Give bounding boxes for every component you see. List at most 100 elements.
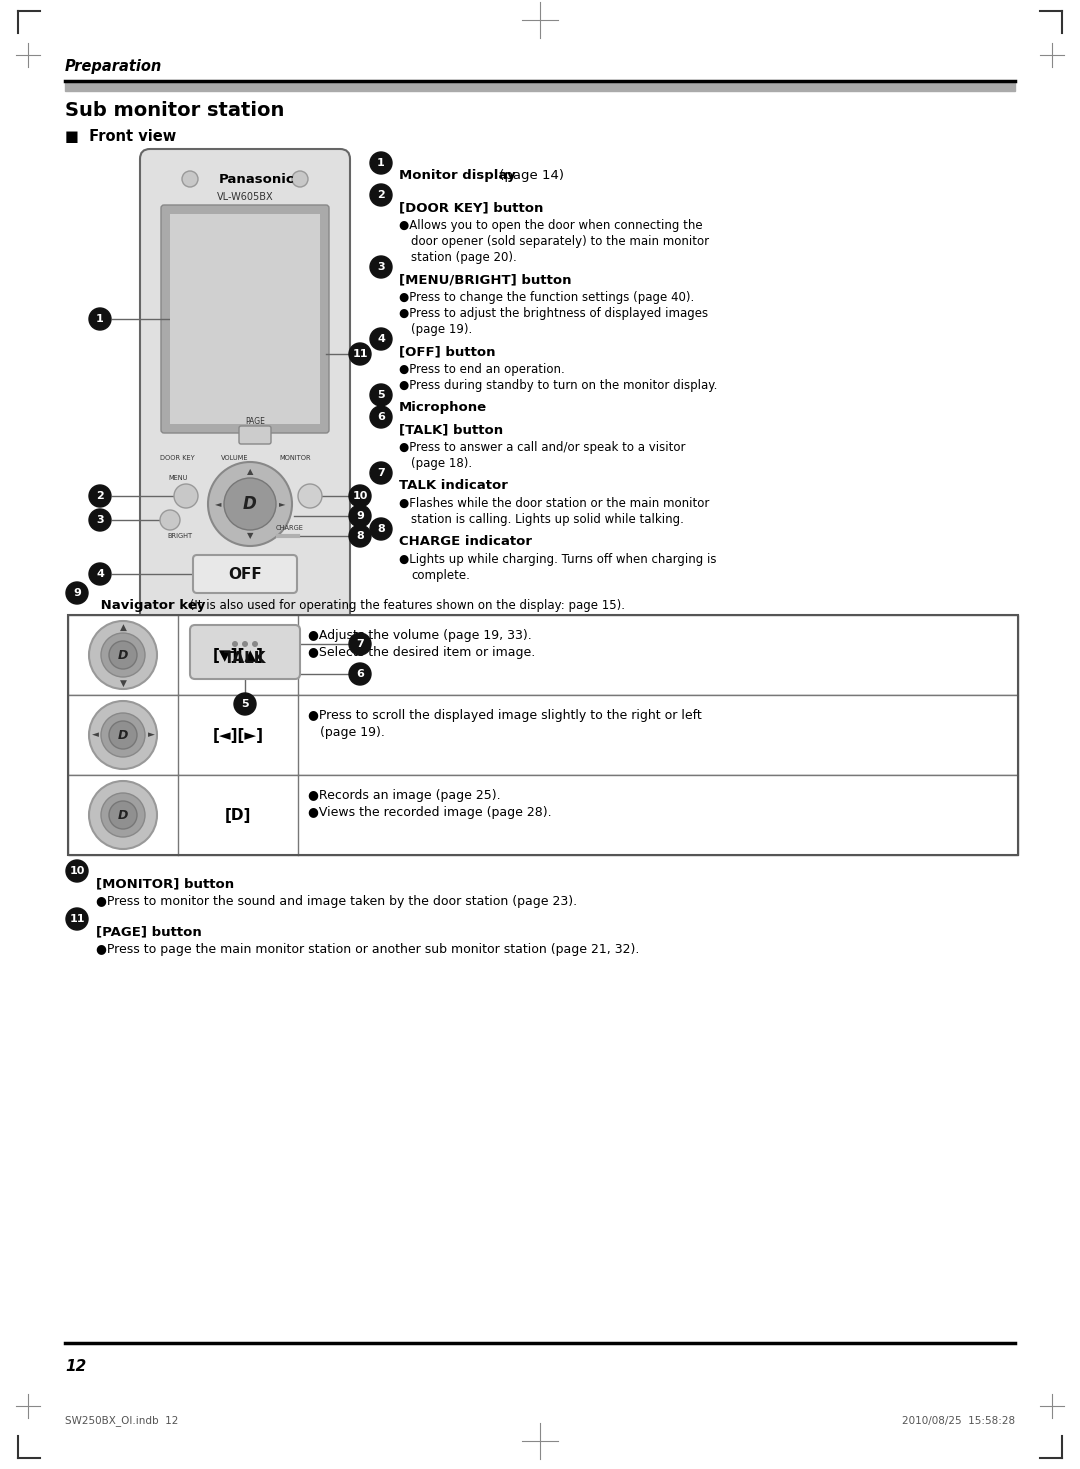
Text: [DOOR KEY] button: [DOOR KEY] button	[399, 201, 543, 214]
Text: 6: 6	[356, 668, 364, 679]
FancyBboxPatch shape	[193, 555, 297, 593]
Bar	[65, 84, 1015, 91]
Text: ●Adjusts the volume (page 19, 33).: ●Adjusts the volume (page 19, 33).	[308, 629, 531, 642]
Circle shape	[66, 859, 87, 881]
Text: Monitor display: Monitor display	[399, 169, 515, 182]
Circle shape	[89, 308, 111, 331]
Text: [MONITOR] button: [MONITOR] button	[96, 877, 234, 890]
Circle shape	[370, 328, 392, 350]
Text: D: D	[118, 729, 129, 742]
Text: 4: 4	[377, 333, 384, 344]
Bar	[68, 695, 1018, 776]
Text: [D]: [D]	[225, 808, 252, 823]
Text: Panasonic: Panasonic	[219, 172, 295, 185]
Circle shape	[89, 701, 157, 768]
Text: [▼][▲]: [▼][▲]	[213, 648, 264, 663]
Text: Navigator key: Navigator key	[96, 599, 205, 613]
Text: (It is also used for operating the features shown on the display: page 15).: (It is also used for operating the featu…	[186, 599, 625, 613]
Text: 3: 3	[377, 261, 384, 272]
Circle shape	[174, 483, 198, 508]
Circle shape	[349, 342, 372, 364]
Text: [PAGE] button: [PAGE] button	[96, 925, 202, 939]
Text: ●Allows you to open the door when connecting the: ●Allows you to open the door when connec…	[399, 219, 703, 232]
Text: ●Press to scroll the displayed image slightly to the right or left: ●Press to scroll the displayed image sli…	[308, 710, 702, 721]
Text: ▼: ▼	[120, 679, 126, 687]
Text: [MENU/BRIGHT] button: [MENU/BRIGHT] button	[399, 273, 571, 286]
Circle shape	[370, 151, 392, 173]
Text: MONITOR: MONITOR	[280, 455, 311, 461]
Text: ●Press to end an operation.: ●Press to end an operation.	[399, 363, 565, 376]
Circle shape	[370, 383, 392, 405]
Text: BRIGHT: BRIGHT	[167, 533, 192, 539]
Text: 9: 9	[73, 588, 81, 598]
Text: 5: 5	[377, 389, 384, 400]
Text: 10: 10	[352, 491, 367, 501]
Text: DOOR KEY: DOOR KEY	[160, 455, 194, 461]
Text: CHARGE: CHARGE	[276, 524, 303, 530]
Text: 6: 6	[377, 411, 384, 422]
Circle shape	[89, 621, 157, 689]
Circle shape	[89, 563, 111, 585]
Circle shape	[349, 633, 372, 655]
Text: PAGE: PAGE	[245, 417, 265, 426]
Circle shape	[102, 712, 145, 757]
Text: ■  Front view: ■ Front view	[65, 129, 176, 144]
Circle shape	[109, 801, 137, 829]
Text: Microphone: Microphone	[399, 401, 487, 414]
Circle shape	[183, 170, 198, 187]
Circle shape	[232, 640, 238, 646]
Text: ●Press to adjust the brightness of displayed images: ●Press to adjust the brightness of displ…	[399, 307, 708, 320]
Text: (page 14): (page 14)	[495, 169, 564, 182]
Text: [◄][►]: [◄][►]	[213, 727, 264, 742]
Text: 2: 2	[377, 190, 384, 200]
Text: ●Press to answer a call and/or speak to a visitor: ●Press to answer a call and/or speak to …	[399, 441, 686, 454]
Text: OFF: OFF	[228, 567, 261, 582]
Text: [TALK] button: [TALK] button	[399, 423, 503, 436]
Circle shape	[234, 693, 256, 715]
Text: 7: 7	[377, 469, 384, 477]
Circle shape	[292, 170, 308, 187]
Text: ◄: ◄	[215, 499, 221, 508]
Text: ●Records an image (page 25).: ●Records an image (page 25).	[308, 789, 501, 802]
Text: 5: 5	[241, 699, 248, 710]
Text: 12: 12	[65, 1359, 86, 1374]
Circle shape	[66, 582, 87, 604]
Text: ▲: ▲	[120, 623, 126, 632]
Text: ●Views the recorded image (page 28).: ●Views the recorded image (page 28).	[308, 806, 552, 820]
Text: ►: ►	[148, 730, 154, 739]
Text: 2: 2	[96, 491, 104, 501]
Bar	[68, 616, 1018, 695]
Circle shape	[89, 485, 111, 507]
Text: 4: 4	[96, 569, 104, 579]
Text: 10: 10	[69, 867, 84, 876]
FancyBboxPatch shape	[140, 148, 350, 679]
Text: door opener (sold separately) to the main monitor: door opener (sold separately) to the mai…	[411, 235, 710, 248]
Circle shape	[370, 461, 392, 483]
Circle shape	[160, 510, 180, 530]
Text: 3: 3	[96, 516, 104, 524]
FancyBboxPatch shape	[161, 206, 329, 433]
Text: Preparation: Preparation	[65, 59, 162, 73]
Text: ►: ►	[279, 499, 285, 508]
Bar	[68, 776, 1018, 855]
Text: 1: 1	[377, 159, 384, 167]
Circle shape	[109, 721, 137, 749]
Text: 8: 8	[377, 524, 384, 535]
Circle shape	[349, 505, 372, 527]
Circle shape	[208, 461, 292, 546]
Text: MENU: MENU	[168, 474, 188, 480]
Text: ●Flashes while the door station or the main monitor: ●Flashes while the door station or the m…	[399, 497, 710, 510]
Text: ▲: ▲	[246, 467, 253, 476]
Text: 1: 1	[96, 314, 104, 325]
Circle shape	[224, 477, 276, 530]
Text: [OFF] button: [OFF] button	[399, 345, 496, 358]
Text: CHARGE indicator: CHARGE indicator	[399, 535, 532, 548]
Text: ▼: ▼	[246, 532, 253, 541]
Text: D: D	[118, 648, 129, 661]
Circle shape	[102, 793, 145, 837]
Bar	[170, 214, 320, 425]
Text: 2010/08/25  15:58:28: 2010/08/25 15:58:28	[902, 1416, 1015, 1426]
Circle shape	[349, 524, 372, 546]
Text: 11: 11	[69, 914, 84, 924]
Circle shape	[102, 633, 145, 677]
